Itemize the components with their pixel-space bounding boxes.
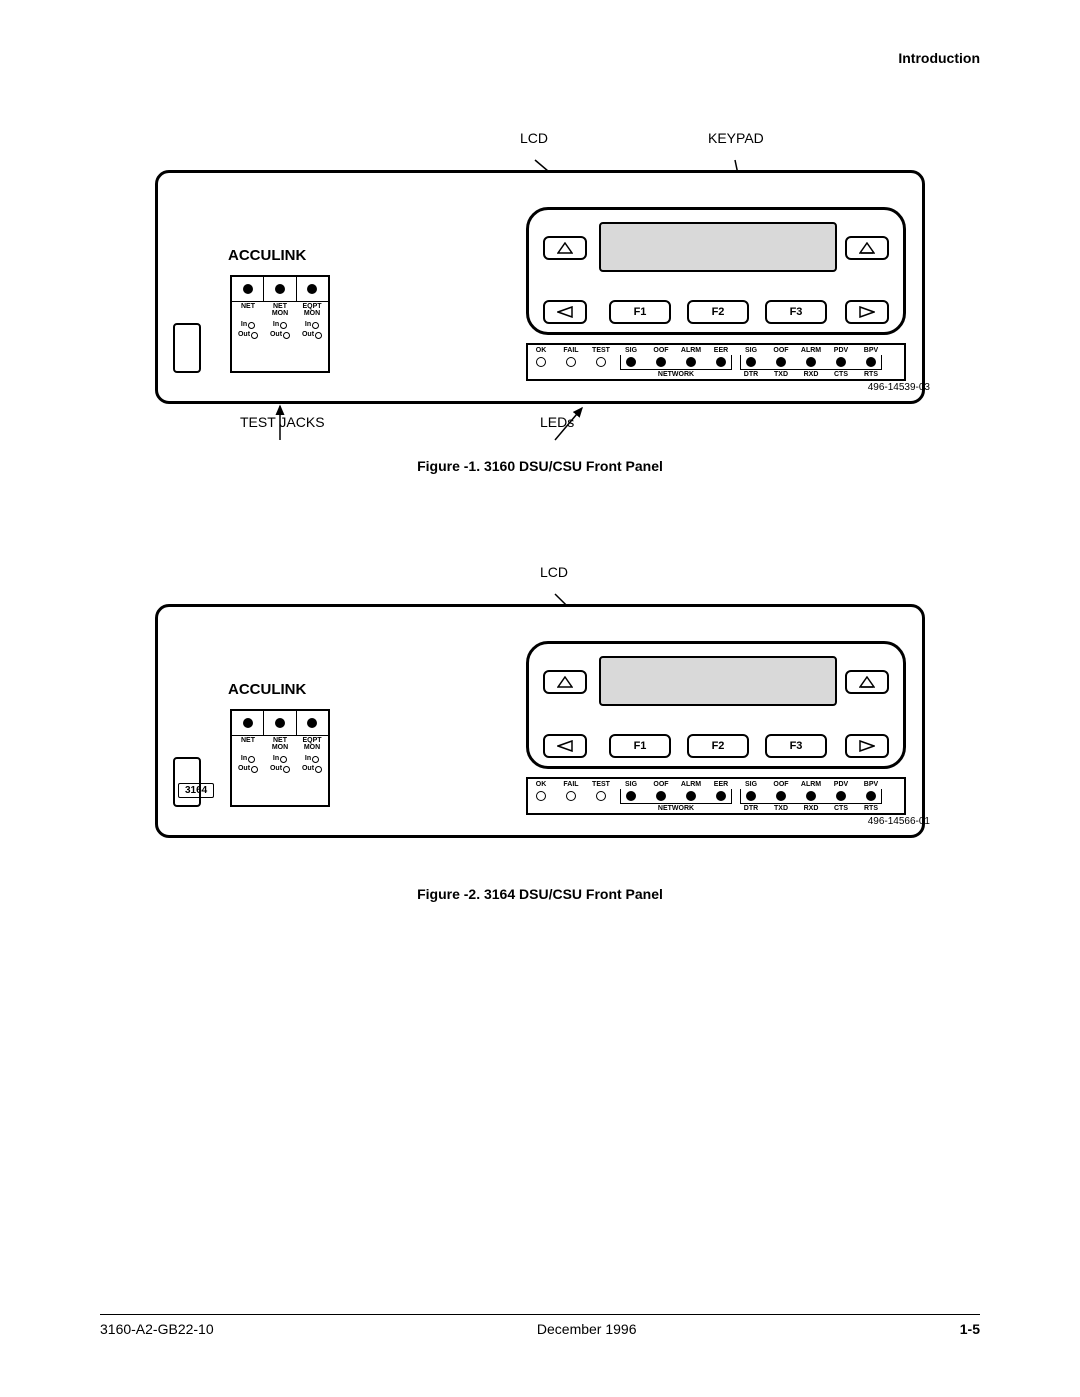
- port-sublabel: RTS: [859, 371, 883, 378]
- tj-col-0: NET: [232, 302, 264, 318]
- led-strip: OK FAIL TEST SIG OOF ALRM EER SIG OOF ALRM PDV BPV N…: [526, 343, 906, 381]
- device-panel: ACCULINK NET NET MON EQPT MON In Out: [155, 170, 925, 404]
- led-label: OK: [529, 781, 553, 788]
- port-sublabel: DTR: [739, 805, 763, 812]
- test-jacks-2: NET NET MON EQPT MON In Out In Out In: [230, 709, 330, 807]
- keypad-2: F1 F2 F3: [526, 641, 906, 769]
- led-label: ALRM: [799, 347, 823, 354]
- keypad: F1 F2 F3: [526, 207, 906, 335]
- callout-lcd-2: LCD: [540, 564, 568, 580]
- led-group-port: [740, 355, 882, 370]
- figure-2: LCD ACCULINK 3164 NET NET MON EQPT MON: [140, 564, 940, 902]
- page-footer: 3160-A2-GB22-10 December 1996 1-5: [100, 1314, 980, 1337]
- led-indicator: [596, 357, 606, 367]
- led-label: OOF: [769, 781, 793, 788]
- led-label: ALRM: [679, 781, 703, 788]
- led-label: OOF: [769, 347, 793, 354]
- led-indicator: [566, 791, 576, 801]
- port-sublabel: TXD: [769, 805, 793, 812]
- up-button[interactable]: [543, 236, 587, 260]
- led-indicator: [536, 357, 546, 367]
- led-label: SIG: [619, 347, 643, 354]
- led-indicator: [566, 357, 576, 367]
- f1-button-2[interactable]: F1: [609, 734, 671, 758]
- led-label: FAIL: [559, 781, 583, 788]
- led-label: SIG: [739, 347, 763, 354]
- test-jacks: NET NET MON EQPT MON In Out In Out In: [230, 275, 330, 373]
- device-panel-2: ACCULINK 3164 NET NET MON EQPT MON In: [155, 604, 925, 838]
- port-sublabel: RXD: [799, 805, 823, 812]
- led-label: OK: [529, 347, 553, 354]
- led-indicator: [596, 791, 606, 801]
- led-label: ALRM: [679, 347, 703, 354]
- f3-button-2[interactable]: F3: [765, 734, 827, 758]
- led-indicator: [536, 791, 546, 801]
- f2-button[interactable]: F2: [687, 300, 749, 324]
- drawing-number: 496-14539-03: [868, 382, 930, 393]
- led-label: EER: [709, 347, 733, 354]
- section-header: Introduction: [898, 50, 980, 66]
- figure-2-caption: Figure -2. 3164 DSU/CSU Front Panel: [140, 886, 940, 902]
- port-sublabel: CTS: [829, 371, 853, 378]
- port-sublabel: TXD: [769, 371, 793, 378]
- brand-label-2: ACCULINK: [228, 681, 306, 698]
- led-label: OOF: [649, 347, 673, 354]
- network-label: NETWORK: [620, 805, 732, 812]
- led-group-port: [740, 789, 882, 804]
- tj-col-2: EQPT MON: [296, 302, 328, 318]
- footer-page-number: 1-5: [960, 1321, 980, 1337]
- led-label: FAIL: [559, 347, 583, 354]
- figure-1-caption: Figure -1. 3160 DSU/CSU Front Panel: [140, 458, 940, 474]
- left-button-2[interactable]: [543, 734, 587, 758]
- lcd-screen: [599, 222, 837, 272]
- callout-lcd: LCD: [520, 130, 548, 146]
- callout-testjacks: TEST JACKS: [240, 414, 325, 430]
- chassis-handle: [173, 323, 201, 373]
- callout-leds: LEDs: [540, 414, 574, 430]
- tj-col-1: NET MON: [264, 302, 296, 318]
- home-button-2[interactable]: [845, 670, 889, 694]
- led-label: TEST: [589, 347, 613, 354]
- footer-left: 3160-A2-GB22-10: [100, 1321, 214, 1337]
- f2-button-2[interactable]: F2: [687, 734, 749, 758]
- f3-button[interactable]: F3: [765, 300, 827, 324]
- port-sublabel: RTS: [859, 805, 883, 812]
- up-button-2[interactable]: [543, 670, 587, 694]
- figure-1: LCD KEYPAD ACCULINK NET NET MON EQPT MON: [140, 130, 940, 474]
- led-label: OOF: [649, 781, 673, 788]
- tj-in: In: [241, 321, 247, 329]
- lcd-screen-2: [599, 656, 837, 706]
- f1-button[interactable]: F1: [609, 300, 671, 324]
- home-button[interactable]: [845, 236, 889, 260]
- led-group-network: [620, 355, 732, 370]
- port-sublabel: CTS: [829, 805, 853, 812]
- footer-center: December 1996: [537, 1321, 637, 1337]
- led-strip-2: OK FAIL TEST SIG OOF ALRM EER SIG OOF ALRM PDV BPV N…: [526, 777, 906, 815]
- port-sublabel: DTR: [739, 371, 763, 378]
- led-label: EER: [709, 781, 733, 788]
- chassis-handle-2: [173, 757, 201, 807]
- led-label: TEST: [589, 781, 613, 788]
- tj-out: Out: [238, 331, 250, 339]
- right-button-2[interactable]: [845, 734, 889, 758]
- led-label: BPV: [859, 347, 883, 354]
- led-label: SIG: [619, 781, 643, 788]
- led-group-network: [620, 789, 732, 804]
- right-button[interactable]: [845, 300, 889, 324]
- network-label: NETWORK: [620, 371, 732, 378]
- led-label: BPV: [859, 781, 883, 788]
- led-label: PDV: [829, 347, 853, 354]
- led-label: SIG: [739, 781, 763, 788]
- led-label: PDV: [829, 781, 853, 788]
- drawing-number-2: 496-14566-01: [868, 816, 930, 827]
- led-label: ALRM: [799, 781, 823, 788]
- port-sublabel: RXD: [799, 371, 823, 378]
- model-badge: 3164: [178, 783, 214, 798]
- callout-keypad: KEYPAD: [708, 130, 764, 146]
- left-button[interactable]: [543, 300, 587, 324]
- brand-label: ACCULINK: [228, 247, 306, 264]
